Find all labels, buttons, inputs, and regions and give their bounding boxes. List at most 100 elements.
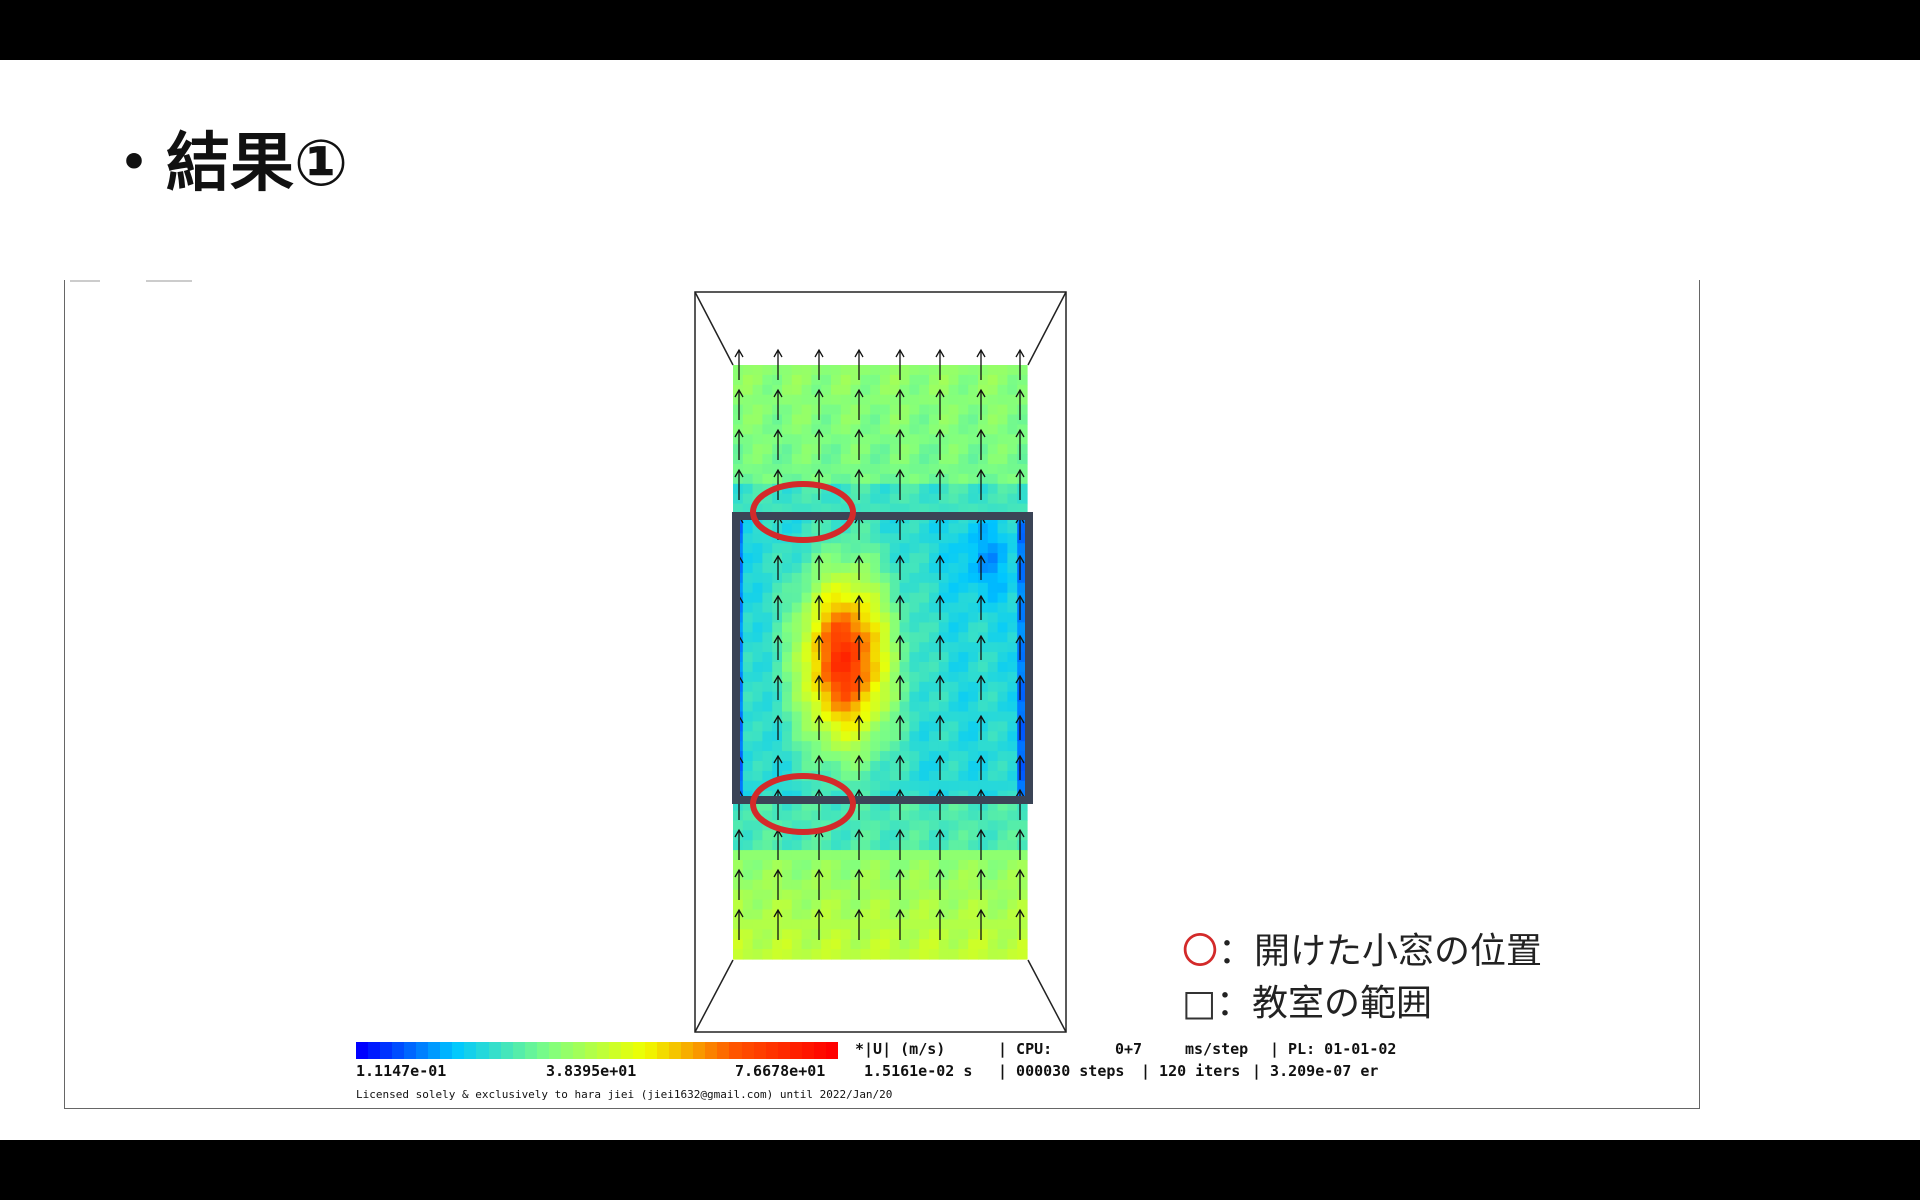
- heatmap-cell: [801, 523, 812, 534]
- heatmap-cell: [958, 929, 969, 940]
- heatmap-cell: [762, 810, 773, 821]
- heatmap-cell: [752, 642, 763, 653]
- heatmap-cell: [762, 761, 773, 772]
- heatmap-cell: [762, 770, 773, 782]
- heatmap-cell: [831, 572, 842, 584]
- heatmap-cell: [860, 671, 871, 683]
- heatmap-cell: [850, 751, 861, 762]
- heatmap-cell: [772, 503, 783, 515]
- heatmap-cell: [831, 800, 842, 812]
- heatmap-cell: [1007, 374, 1018, 386]
- heatmap-cell: [762, 711, 773, 722]
- heatmap-cell: [1007, 701, 1018, 713]
- heatmap-cell: [948, 751, 959, 762]
- heatmap-cell: [811, 414, 822, 425]
- heatmap-cell: [880, 434, 891, 445]
- heatmap-cell: [1007, 810, 1018, 821]
- heatmap-cell: [997, 503, 1008, 515]
- heatmap-cell: [958, 681, 969, 693]
- heatmap-cell: [929, 642, 940, 653]
- heatmap-cell: [801, 622, 812, 633]
- heatmap-cell: [987, 612, 999, 623]
- heatmap-cell: [909, 612, 920, 623]
- heatmap-cell: [889, 681, 901, 693]
- heatmap-cell: [870, 939, 881, 950]
- heatmap-cell: [821, 711, 832, 722]
- heatmap-cell: [742, 780, 754, 792]
- heatmap-cell: [870, 602, 881, 614]
- heatmap-cell: [880, 473, 891, 485]
- heatmap-cell: [831, 533, 842, 544]
- velocity-arrow-head: [854, 594, 864, 604]
- heatmap-cell: [860, 761, 871, 772]
- heatmap-cell: [929, 909, 940, 920]
- heatmap-cell: [742, 652, 754, 663]
- heatmap-cell: [929, 681, 940, 693]
- velocity-arrow-head: [935, 828, 945, 838]
- heatmap-cell: [811, 394, 822, 406]
- heatmap-cell: [1017, 563, 1028, 574]
- velocity-arrow-head: [814, 594, 824, 604]
- heatmap-cell: [919, 503, 930, 515]
- heatmap-cell: [938, 919, 950, 930]
- heatmap-cell: [929, 523, 940, 534]
- heatmap-cell: [880, 572, 891, 584]
- velocity-arrow-head: [895, 674, 905, 684]
- velocity-arrow-head: [935, 754, 945, 764]
- heatmap-cell: [938, 949, 950, 960]
- heatmap-cell: [880, 384, 891, 396]
- heatmap-cell: [801, 840, 812, 851]
- heatmap-cell: [1007, 602, 1018, 614]
- heatmap-cell: [978, 543, 989, 554]
- heatmap-cell: [889, 949, 901, 960]
- heatmap-cell: [968, 721, 979, 732]
- heatmap-cell: [880, 770, 891, 782]
- heatmap-cell: [821, 464, 832, 475]
- cpu-label: | CPU:: [998, 1040, 1053, 1058]
- heatmap-cell: [929, 701, 940, 713]
- heatmap-cell: [880, 612, 891, 623]
- heatmap-cell: [978, 483, 989, 495]
- heatmap-cell: [978, 582, 989, 594]
- heatmap-cell: [752, 949, 763, 960]
- velocity-arrow-head: [895, 828, 905, 838]
- heatmap-cell: [889, 503, 901, 515]
- heatmap-cell: [978, 790, 989, 802]
- heatmap-cell: [1007, 434, 1018, 445]
- colorbar-segment: [645, 1042, 658, 1059]
- velocity-arrow-head: [854, 674, 864, 684]
- heatmap-cell: [948, 563, 959, 574]
- heatmap-cell: [987, 533, 999, 544]
- heatmap-cell: [889, 493, 901, 505]
- heatmap-cell: [978, 473, 989, 485]
- heatmap-cell: [742, 553, 754, 564]
- heatmap-cell: [929, 761, 940, 772]
- heatmap-cell: [840, 889, 852, 901]
- heatmap-cell: [880, 949, 891, 960]
- heatmap-cell: [909, 681, 920, 693]
- heatmap-cell: [978, 365, 989, 376]
- heatmap-cell: [889, 543, 901, 554]
- heatmap-cell: [997, 949, 1008, 960]
- velocity-arrow-head: [734, 868, 744, 878]
- heatmap-cell: [948, 572, 959, 584]
- heatmap-cell: [1007, 464, 1018, 475]
- heatmap-cell: [978, 810, 989, 821]
- heatmap-cell: [870, 840, 881, 851]
- heatmap-cell: [762, 790, 773, 802]
- open-window-marker-top: [750, 481, 856, 543]
- heatmap-cell: [958, 503, 969, 515]
- heatmap-cell: [831, 503, 842, 515]
- heatmap-cell: [791, 652, 803, 663]
- heatmap-cell: [752, 869, 763, 881]
- heatmap-cell: [987, 434, 999, 445]
- colorbar-segment: [801, 1042, 814, 1059]
- heatmap-cell: [860, 770, 871, 782]
- heatmap-cell: [811, 553, 822, 564]
- heatmap-cell: [919, 454, 930, 465]
- heatmap-cell: [1007, 582, 1018, 594]
- heatmap-cell: [978, 860, 989, 871]
- heatmap-cell: [1017, 493, 1028, 505]
- heatmap-cell: [840, 701, 852, 713]
- velocity-arrow-head: [814, 468, 824, 478]
